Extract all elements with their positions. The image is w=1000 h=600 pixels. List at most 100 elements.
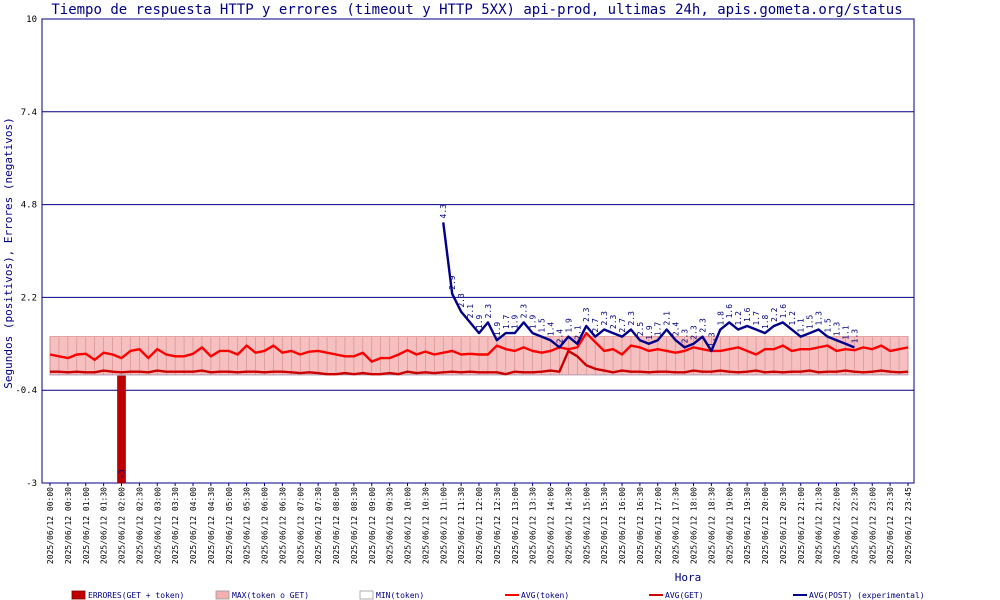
x-tick-label: 2025/06/12 07:00 bbox=[296, 487, 305, 564]
legend-label: MAX(token o GET) bbox=[232, 591, 309, 600]
post-data-label: 1.7 bbox=[654, 322, 663, 337]
x-tick-label: 2025/06/12 05:30 bbox=[243, 487, 252, 564]
x-tick-label: 2025/06/12 04:30 bbox=[207, 487, 216, 564]
x-tick-label: 2025/06/12 08:00 bbox=[332, 487, 341, 564]
x-tick-label: 2025/06/12 23:00 bbox=[868, 487, 877, 564]
post-data-label: 1.2 bbox=[788, 311, 797, 326]
post-data-label: 2.3 bbox=[698, 318, 707, 333]
post-data-label: 2.7 bbox=[591, 318, 600, 333]
post-data-label: 1.9 bbox=[564, 318, 573, 333]
x-tick-label: 2025/06/12 13:00 bbox=[511, 487, 520, 564]
x-tick-label: 2025/06/12 03:30 bbox=[171, 487, 180, 564]
post-data-label: 1.9 bbox=[511, 314, 520, 329]
post-data-label: 1.4 bbox=[547, 322, 556, 337]
post-data-label: 2.3 bbox=[681, 329, 690, 344]
post-data-label: 1.6 bbox=[779, 304, 788, 319]
x-tick-label: 2025/06/12 06:30 bbox=[278, 487, 287, 564]
x-tick-label: 2025/06/12 23:45 bbox=[904, 487, 913, 564]
x-axis-label: Hora bbox=[675, 571, 702, 584]
x-axis-ticks: 2025/06/12 00:00 2025/06/12 00:30 2025/06/… bbox=[46, 483, 913, 564]
post-data-label: 2.3 bbox=[520, 304, 529, 319]
post-data-label: 1.5 bbox=[824, 318, 833, 333]
legend-swatch bbox=[71, 590, 86, 600]
x-tick-label: 2025/06/12 22:00 bbox=[833, 487, 842, 564]
post-data-label: 1.5 bbox=[806, 314, 815, 329]
post-data-label: 1.2 bbox=[734, 311, 743, 326]
y-axis-ticks: 10 7.4 4.8 2.2 -0.4 -3 bbox=[15, 15, 37, 489]
x-tick-label: 2025/06/12 20:30 bbox=[779, 487, 788, 564]
post-data-label: 1.1 bbox=[841, 325, 850, 340]
plot-area bbox=[41, 18, 915, 484]
post-data-label: 2.3 bbox=[484, 304, 493, 319]
x-tick-label: 2025/06/12 13:30 bbox=[529, 487, 538, 564]
post-data-label: 2.4 bbox=[555, 329, 564, 344]
avg-token-line bbox=[49, 331, 909, 363]
x-tick-label: 2025/06/12 00:30 bbox=[64, 487, 73, 564]
post-data-label: 2.1 bbox=[573, 325, 582, 340]
legend-label: AVG(GET) bbox=[665, 591, 704, 600]
legend-swatch bbox=[359, 590, 374, 600]
post-data-label: 1.8 bbox=[716, 311, 725, 326]
post-data-label: 2.3 bbox=[600, 311, 609, 326]
x-tick-label: 2025/06/12 11:00 bbox=[439, 487, 448, 564]
x-tick-label: 2025/06/12 10:00 bbox=[404, 487, 413, 564]
post-data-label: 1.9 bbox=[529, 314, 538, 329]
post-data-label: 2.5 bbox=[636, 322, 645, 337]
post-data-label: 1.3 bbox=[815, 311, 824, 326]
legend-label: AVG(POST) (experimental) bbox=[809, 591, 925, 600]
post-data-label: 2.9 bbox=[448, 275, 457, 290]
x-tick-label: 2025/06/12 15:00 bbox=[582, 487, 591, 564]
legend-label: ERRORES(GET + token) bbox=[88, 591, 184, 600]
post-data-label: 2.2 bbox=[770, 307, 779, 322]
post-data-label: 2.1 bbox=[663, 311, 672, 326]
x-tick-label: 2025/06/12 00:00 bbox=[46, 487, 55, 564]
x-tick-label: 2025/06/12 18:30 bbox=[707, 487, 716, 564]
x-tick-label: 2025/06/12 18:00 bbox=[690, 487, 699, 564]
x-tick-label: 2025/06/12 16:00 bbox=[618, 487, 627, 564]
post-data-label: 1.9 bbox=[475, 314, 484, 329]
y-tick-label: -3 bbox=[26, 479, 37, 489]
error-bar bbox=[117, 375, 126, 484]
legend-label: AVG(token) bbox=[521, 591, 569, 600]
post-data-label: 2.1 bbox=[466, 304, 475, 319]
x-tick-label: 2025/06/12 05:00 bbox=[225, 487, 234, 564]
x-tick-label: 2025/06/12 17:30 bbox=[672, 487, 681, 564]
x-tick-label: 2025/06/12 02:30 bbox=[135, 487, 144, 564]
y-tick-label: 2.2 bbox=[21, 293, 37, 303]
legend-swatch bbox=[215, 590, 230, 600]
x-tick-label: 2025/06/12 19:30 bbox=[743, 487, 752, 564]
x-tick-label: 2025/06/12 04:00 bbox=[189, 487, 198, 564]
x-tick-label: 2025/06/12 14:00 bbox=[547, 487, 556, 564]
y-axis-label: Segundos (positivos), Errores (negativos… bbox=[2, 117, 15, 389]
x-tick-label: 2025/06/12 03:00 bbox=[153, 487, 162, 564]
post-data-label: 1.9 bbox=[645, 325, 654, 340]
x-tick-label: 2025/06/12 15:30 bbox=[600, 487, 609, 564]
x-tick-label: 2025/06/12 19:00 bbox=[725, 487, 734, 564]
post-data-label: 1.3 bbox=[850, 329, 859, 344]
x-tick-label: 2025/06/12 01:00 bbox=[82, 487, 91, 564]
x-tick-label: 2025/06/12 16:30 bbox=[636, 487, 645, 564]
gridlines bbox=[42, 111, 914, 391]
post-data-label: 1.8 bbox=[761, 314, 770, 329]
avg-get-line bbox=[50, 349, 909, 376]
y-tick-label: 7.4 bbox=[21, 108, 37, 118]
x-tick-label: 2025/06/12 10:30 bbox=[421, 487, 430, 564]
x-tick-label: 2025/06/12 17:00 bbox=[654, 487, 663, 564]
post-data-label: 1.3 bbox=[833, 322, 842, 337]
legend-label: MIN(token) bbox=[376, 591, 424, 600]
x-tick-label: 2025/06/12 01:30 bbox=[100, 487, 109, 564]
post-data-label: 1.3 bbox=[707, 332, 716, 347]
post-data-label: 4.3 bbox=[439, 204, 448, 219]
data-labels: 4.32.92.32.11.92.31.9 1.7 1.92.31.9 1.5 1.4 2… bbox=[439, 204, 859, 347]
x-tick-label: 2025/06/12 23:30 bbox=[886, 487, 895, 564]
post-data-label: 1.6 bbox=[725, 304, 734, 319]
avg-post-line bbox=[442, 222, 855, 353]
legend: ERRORES(GET + token) MAX(token o GET) MIN(… bbox=[71, 590, 925, 600]
chart-title: Tiempo de respuesta HTTP y errores (time… bbox=[51, 2, 902, 18]
x-tick-label: 2025/06/12 12:00 bbox=[475, 487, 484, 564]
y-tick-label: -0.4 bbox=[15, 386, 37, 396]
post-data-label: 2.3 bbox=[457, 293, 466, 308]
x-tick-label: 2025/06/12 21:30 bbox=[815, 487, 824, 564]
post-data-label: 2.4 bbox=[672, 322, 681, 337]
post-data-label: 2.3 bbox=[582, 307, 591, 322]
